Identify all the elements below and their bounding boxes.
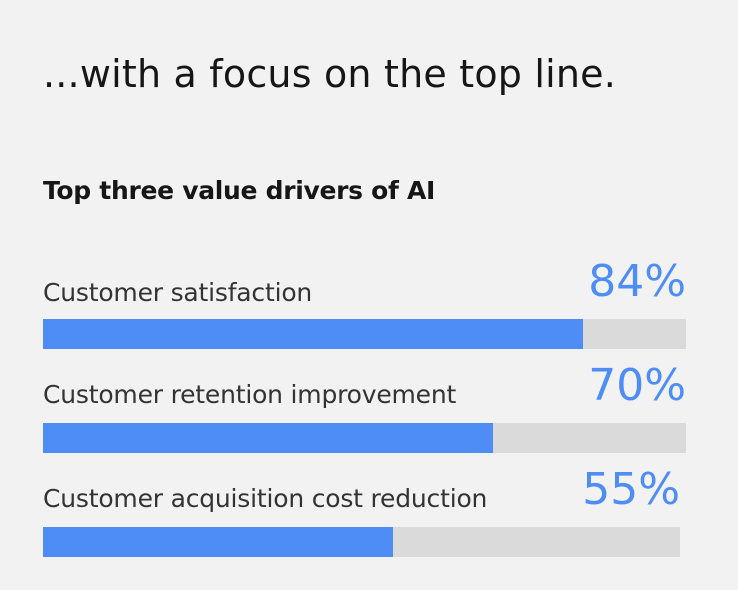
bar-fill bbox=[43, 319, 584, 349]
bar-category-label: Customer acquisition cost reduction bbox=[43, 484, 488, 513]
bar-fill bbox=[43, 423, 494, 453]
bar-track bbox=[43, 319, 686, 349]
chart-title: Top three value drivers of AI bbox=[43, 176, 436, 205]
bar-value-label: 55% bbox=[582, 464, 680, 515]
bar-value-label: 70% bbox=[588, 360, 686, 411]
bar-category-label: Customer satisfaction bbox=[43, 278, 313, 307]
bar-track bbox=[43, 527, 680, 557]
bar-value-label: 84% bbox=[588, 256, 686, 307]
bar-row: Customer acquisition cost reduction 55% bbox=[43, 468, 680, 568]
headline: ...with a focus on the top line. bbox=[43, 52, 617, 96]
bar-row: Customer retention improvement 70% bbox=[43, 364, 686, 464]
bar-fill bbox=[43, 527, 394, 557]
bar-category-label: Customer retention improvement bbox=[43, 380, 457, 409]
bar-row: Customer satisfaction 84% bbox=[43, 260, 686, 360]
bar-track bbox=[43, 423, 686, 453]
